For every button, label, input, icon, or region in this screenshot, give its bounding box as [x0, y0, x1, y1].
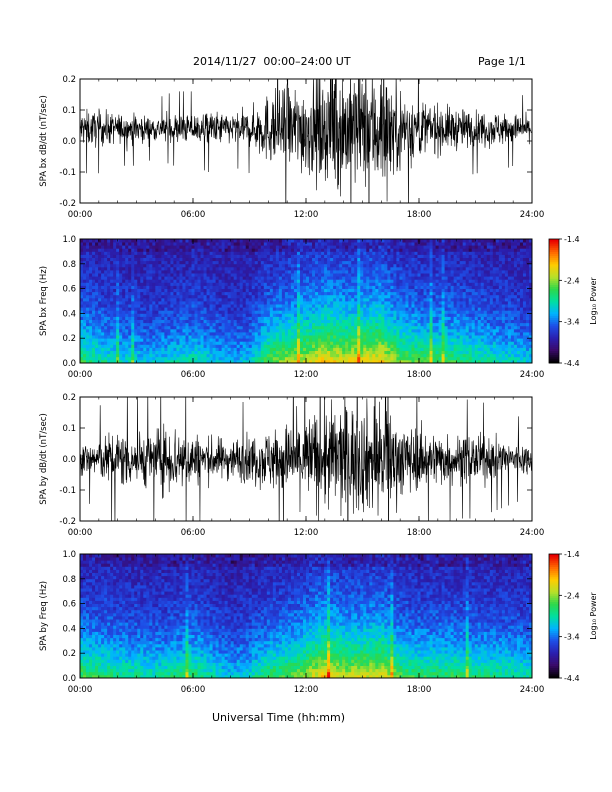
x-axis: 00:00 06:00 12:00 18:00 24:00 [68, 554, 545, 695]
x-tick-label: 06:00 [181, 685, 206, 695]
y-tick-label: -0.1 [59, 486, 76, 496]
x-tick-label: 00:00 [68, 210, 93, 220]
y-tick-label: 0.0 [62, 455, 76, 465]
y-tick-label: 0.1 [62, 106, 76, 116]
x-tick-label: 06:00 [181, 528, 206, 538]
colorbar-tick-label: -4.4 [564, 674, 580, 683]
colorbar-tick-label: -1.4 [564, 235, 580, 244]
x-tick-label: 12:00 [294, 210, 319, 220]
colorbar-tick-label: -3.4 [564, 318, 580, 327]
colorbar-frame [548, 238, 560, 364]
colorbar-tick-label: -3.4 [564, 633, 580, 642]
panel-3: 00:00 06:00 12:00 18:00 24:00-0.2-0.10.00.10… [39, 393, 545, 538]
y-tick-label: 0.0 [62, 359, 76, 369]
colorbar-label: Log₁₀ Power [589, 592, 598, 640]
panel-2: -1.4 -2.4 -3.4 -4.4 Log₁₀ Power 00:00 06:00 12:… [39, 235, 598, 380]
x-tick-label: 00:00 [68, 528, 93, 538]
series-trace [80, 397, 532, 521]
x-tick-label: 00:00 [68, 685, 93, 695]
x-tick-label: 24:00 [520, 370, 545, 380]
x-axis: 00:00 06:00 12:00 18:00 24:00 [68, 239, 545, 380]
y-tick-label: -0.1 [59, 168, 76, 178]
colorbar-tick-label: -2.4 [564, 591, 580, 600]
x-tick-label: 18:00 [407, 370, 432, 380]
x-axis-title: Universal Time (hh:mm) [212, 711, 345, 724]
y-tick-label: 0.0 [62, 674, 76, 684]
colorbar-tick-label: -2.4 [564, 276, 580, 285]
x-tick-label: 24:00 [520, 210, 545, 220]
y-tick-label: 0.8 [62, 260, 76, 270]
spectrogram [80, 239, 532, 363]
y-tick-label: 0.2 [62, 75, 76, 85]
y-tick-label: 0.4 [62, 309, 76, 319]
page-title: 2014/11/27 00:00–24:00 UT [193, 55, 351, 68]
x-tick-label: 12:00 [294, 528, 319, 538]
panel-4: -1.4 -2.4 -3.4 -4.4 Log₁₀ Power 00:00 06:00 12:… [39, 550, 598, 695]
x-tick-label: 24:00 [520, 685, 545, 695]
y-axis-label: SPA bx Freq (Hz) [39, 266, 49, 336]
colorbar-tick-label: -1.4 [564, 550, 580, 559]
y-tick-label: 0.8 [62, 575, 76, 585]
y-axis: -0.2 -0.1 0.0 0.1 0.2 SPA by dB/dt (nT/sec) [39, 393, 532, 527]
y-tick-label: 0.2 [62, 649, 76, 659]
colorbar-tick-label: -4.4 [564, 359, 580, 368]
x-tick-label: 06:00 [181, 370, 206, 380]
y-tick-label: 0.6 [62, 285, 76, 295]
y-tick-label: 0.2 [62, 393, 76, 403]
x-tick-label: 00:00 [68, 370, 93, 380]
x-tick-label: 18:00 [407, 685, 432, 695]
x-tick-label: 18:00 [407, 210, 432, 220]
x-axis: 00:00 06:00 12:00 18:00 24:00 [68, 397, 545, 538]
panel-1: 00:00 06:00 12:00 18:00 24:00-0.2-0.10.00.10… [39, 75, 545, 220]
y-tick-label: 0.2 [62, 334, 76, 344]
x-tick-label: 12:00 [294, 370, 319, 380]
y-tick-label: 1.0 [62, 235, 76, 245]
plot-frame [79, 78, 533, 204]
y-tick-label: 0.6 [62, 600, 76, 610]
y-axis: -0.2 -0.1 0.0 0.1 0.2 SPA bx dB/dt (nT/sec) [39, 75, 532, 209]
series-trace [80, 79, 532, 203]
y-axis-label: SPA by dB/dt (nT/sec) [39, 413, 49, 505]
y-tick-label: 0.4 [62, 624, 76, 634]
x-axis: 00:00 06:00 12:00 18:00 24:00 [68, 79, 545, 220]
spectrogram [80, 554, 532, 678]
x-tick-label: 24:00 [520, 528, 545, 538]
y-axis-label: SPA by Freq (Hz) [39, 581, 49, 651]
y-axis-label: SPA bx dB/dt (nT/sec) [39, 95, 49, 187]
y-tick-label: 1.0 [62, 550, 76, 560]
y-tick-label: 0.0 [62, 137, 76, 147]
x-tick-label: 06:00 [181, 210, 206, 220]
y-tick-label: 0.1 [62, 424, 76, 434]
page-number: Page 1/1 [478, 55, 526, 68]
colorbar: -1.4 -2.4 -3.4 -4.4 Log₁₀ Power [548, 235, 598, 368]
colorbar-label: Log₁₀ Power [589, 277, 598, 325]
y-tick-label: -0.2 [59, 517, 76, 527]
colorbar-frame [548, 553, 560, 679]
y-axis: 0.0 0.2 0.4 0.6 0.8 1.0 SPA by Freq (Hz) [39, 550, 532, 684]
colorbar: -1.4 -2.4 -3.4 -4.4 Log₁₀ Power [548, 550, 598, 683]
y-axis: 0.0 0.2 0.4 0.6 0.8 1.0 SPA bx Freq (Hz) [39, 235, 532, 369]
y-tick-label: -0.2 [59, 199, 76, 209]
x-tick-label: 18:00 [407, 528, 432, 538]
x-tick-label: 12:00 [294, 685, 319, 695]
